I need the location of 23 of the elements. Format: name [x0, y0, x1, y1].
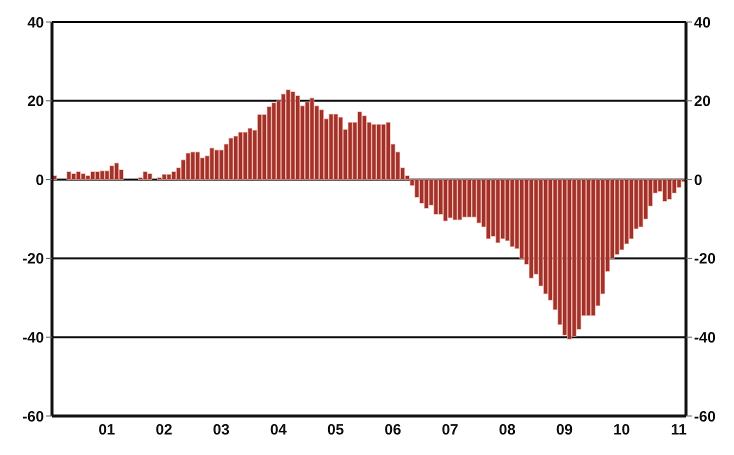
y2-tick-label: 0	[694, 172, 702, 189]
x-tick-label: 02	[156, 422, 172, 439]
y-tick-label: -60	[22, 408, 44, 426]
x-tick-label: 10	[613, 422, 630, 439]
y-tick-label: -40	[22, 330, 44, 347]
x-tick-label: 03	[212, 422, 230, 439]
y-tick-label: 20	[27, 93, 44, 110]
x-tick-label: 05	[327, 422, 344, 439]
y2-tick-label: -40	[694, 330, 716, 347]
x-tick-label: 09	[556, 422, 573, 439]
x-tick-label: 08	[498, 422, 516, 439]
x-tick-label: 01	[98, 422, 116, 439]
y2-tick-label: 40	[694, 14, 711, 32]
y-tick-label: 0	[36, 172, 44, 189]
x-tick-label: 06	[384, 422, 402, 439]
y2-tick-label: 20	[694, 93, 711, 110]
y2-tick-label: -60	[694, 408, 716, 426]
x-tick-label: 11	[670, 422, 687, 439]
y-tick-label: -20	[22, 250, 44, 268]
x-tick-label: 07	[442, 422, 458, 439]
y-tick-label: 40	[27, 14, 44, 32]
y2-tick-label: -20	[694, 250, 716, 268]
x-tick-label: 04	[270, 422, 288, 439]
